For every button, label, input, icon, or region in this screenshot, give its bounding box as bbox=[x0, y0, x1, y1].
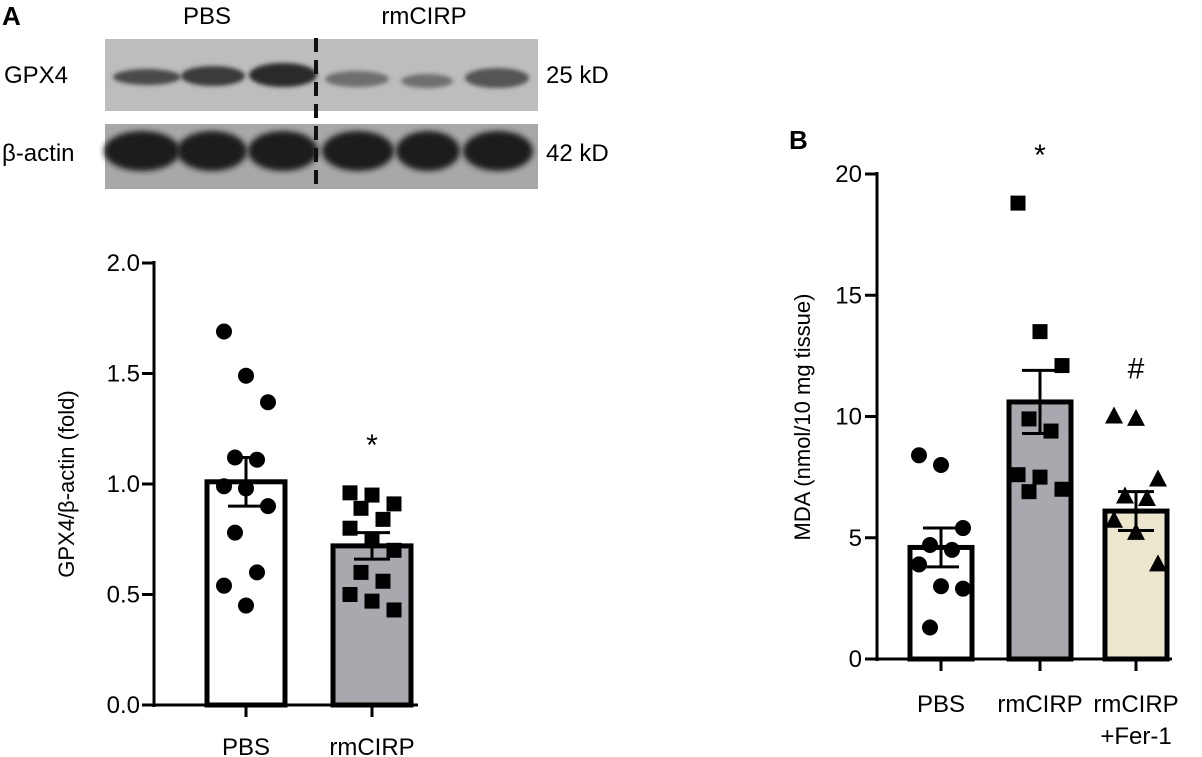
category-label-2-0: rmCIRP bbox=[1093, 691, 1178, 718]
data-point-0-4 bbox=[944, 541, 960, 558]
data-point-0-6 bbox=[238, 480, 254, 497]
data-point-1-0 bbox=[342, 485, 358, 501]
data-point-1-8 bbox=[1021, 484, 1037, 500]
data-point-1-8 bbox=[353, 564, 369, 580]
data-point-1-10 bbox=[342, 587, 358, 602]
blot-gpx4-strip bbox=[105, 39, 538, 111]
blot-row-label-actin: β-actin bbox=[2, 140, 75, 167]
data-point-0-1 bbox=[933, 457, 949, 473]
data-point-0-0 bbox=[911, 447, 927, 464]
data-point-0-4 bbox=[249, 451, 265, 468]
data-point-1-11 bbox=[364, 593, 380, 609]
data-point-1-3 bbox=[353, 500, 369, 516]
data-point-1-2 bbox=[386, 496, 402, 512]
significance-mark-1: * bbox=[366, 429, 378, 462]
data-point-1-2 bbox=[1054, 358, 1070, 374]
data-point-1-7 bbox=[1054, 481, 1070, 497]
data-point-0-9 bbox=[249, 564, 265, 581]
data-point-2-2 bbox=[1149, 469, 1167, 487]
data-point-1-6 bbox=[1032, 469, 1048, 485]
data-point-2-6 bbox=[1127, 522, 1145, 540]
category-label-0: PBS bbox=[222, 734, 270, 757]
panel-b-letter: B bbox=[789, 125, 808, 155]
y-tick-label-1: 0.5 bbox=[107, 582, 140, 609]
y-tick-label-0: 0 bbox=[849, 646, 862, 673]
data-point-0-3 bbox=[227, 449, 243, 466]
y-tick-label-3: 15 bbox=[835, 282, 862, 309]
bar-1 bbox=[1006, 399, 1074, 662]
data-point-0-10 bbox=[216, 577, 232, 594]
category-label-1: rmCIRP bbox=[997, 691, 1082, 718]
y-tick-label-4: 20 bbox=[835, 161, 862, 188]
data-point-0-3 bbox=[922, 537, 938, 554]
chart-mda: PBS * rmCIRP # rmCIRP +Fer-1 0 5 10 15 20 MDA (nmol… bbox=[790, 139, 1179, 750]
y-tick-label-2: 10 bbox=[835, 404, 862, 431]
data-point-1-9 bbox=[375, 573, 391, 589]
category-label-0: PBS bbox=[917, 691, 965, 718]
y-tick-label-1: 5 bbox=[849, 525, 862, 552]
data-point-1-7 bbox=[386, 542, 402, 558]
data-point-0-2 bbox=[260, 394, 276, 411]
data-point-0-1 bbox=[238, 367, 254, 384]
blot-actin-strip bbox=[104, 124, 538, 189]
data-point-0-8 bbox=[227, 524, 243, 541]
data-point-0-5 bbox=[216, 478, 232, 495]
data-point-1-3 bbox=[1021, 411, 1037, 427]
blot-group-label-rmcirp: rmCIRP bbox=[381, 3, 466, 30]
bar-1 bbox=[330, 543, 414, 708]
y-tick-label-0: 0.0 bbox=[107, 692, 140, 719]
data-point-1-4 bbox=[375, 511, 391, 527]
blot-row-size-gpx4: 25 kD bbox=[546, 62, 609, 89]
data-point-0-5 bbox=[911, 556, 927, 573]
significance-mark-2: # bbox=[1128, 353, 1145, 386]
data-point-1-1 bbox=[1032, 324, 1048, 340]
data-point-0-11 bbox=[238, 597, 254, 614]
y-tick-label-2: 1.0 bbox=[107, 471, 140, 498]
data-point-0-8 bbox=[922, 619, 938, 636]
data-point-1-6 bbox=[364, 531, 380, 547]
y-tick-label-3: 1.5 bbox=[107, 361, 140, 388]
y-tick-label-4: 2.0 bbox=[107, 250, 140, 277]
data-point-1-5 bbox=[1010, 467, 1026, 483]
data-point-2-0 bbox=[1105, 406, 1123, 424]
data-point-0-7 bbox=[955, 580, 971, 597]
data-point-1-5 bbox=[342, 520, 358, 536]
blot-row-label-gpx4: GPX4 bbox=[4, 62, 68, 89]
chart-gpx4: PBS * rmCIRP 0.0 0.5 1.0 1.5 2.0 GPX4/β-actin (f… bbox=[54, 250, 418, 757]
data-point-0-6 bbox=[933, 578, 949, 595]
data-point-0-7 bbox=[260, 498, 276, 515]
data-point-1-4 bbox=[1043, 423, 1059, 439]
significance-mark-1: * bbox=[1034, 139, 1046, 172]
y-axis-label: GPX4/β-actin (fold) bbox=[54, 390, 79, 578]
data-point-1-1 bbox=[364, 487, 380, 503]
data-point-2-4 bbox=[1138, 488, 1156, 506]
panel-a-letter: A bbox=[2, 1, 21, 31]
data-point-0-0 bbox=[216, 323, 232, 340]
data-point-2-7 bbox=[1149, 554, 1167, 572]
bar-0 bbox=[204, 479, 288, 708]
category-label-2-1: +Fer-1 bbox=[1100, 723, 1171, 750]
blot-group-label-pbs: PBS bbox=[183, 3, 231, 30]
blot-row-size-actin: 42 kD bbox=[546, 140, 609, 167]
data-point-2-3 bbox=[1116, 486, 1134, 504]
data-point-0-2 bbox=[955, 520, 971, 537]
y-axis-label: MDA (nmol/10 mg tissue) bbox=[790, 294, 815, 541]
data-point-2-1 bbox=[1127, 408, 1145, 426]
data-point-1-12 bbox=[386, 602, 402, 618]
data-point-2-5 bbox=[1105, 510, 1123, 528]
data-point-1-0 bbox=[1010, 195, 1026, 211]
category-label-1: rmCIRP bbox=[329, 734, 414, 757]
